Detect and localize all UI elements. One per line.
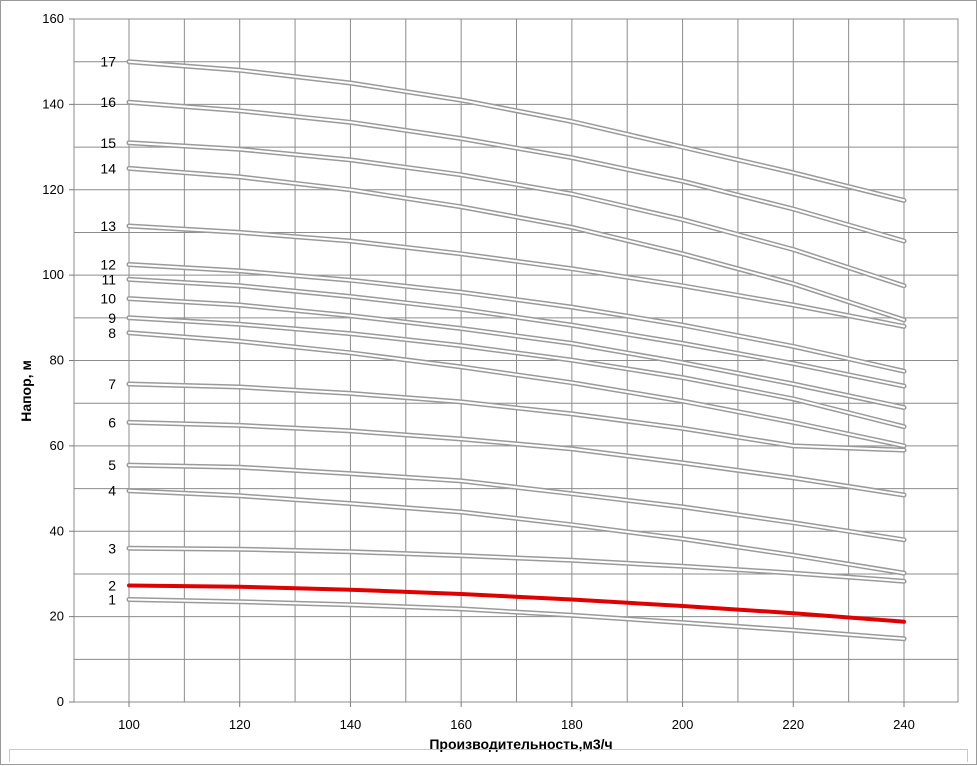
y-tick-label: 40 (50, 523, 64, 538)
series-label-15: 15 (100, 135, 116, 151)
series-line-inner-11 (128, 278, 905, 388)
y-tick-label: 60 (50, 438, 64, 453)
series-label-16: 16 (100, 94, 116, 110)
x-tick-label: 180 (561, 717, 583, 732)
y-tick-label: 80 (50, 353, 64, 368)
series-line-inner-3 (128, 547, 905, 583)
series-line-inner-8 (128, 331, 905, 447)
series-line-inner-4 (128, 489, 905, 575)
y-tick-label: 100 (42, 267, 64, 282)
x-tick-label: 220 (782, 717, 804, 732)
y-tick-label: 20 (50, 609, 64, 624)
series-line-inner-10 (128, 297, 905, 409)
series-label-8: 8 (108, 325, 116, 341)
y-tick-label: 160 (42, 11, 64, 26)
series-line-inner-6 (128, 421, 905, 496)
x-tick-label: 200 (672, 717, 694, 732)
y-tick-label: 140 (42, 96, 64, 111)
series-label-6: 6 (108, 414, 116, 430)
series-line-inner-1 (128, 598, 905, 640)
x-tick-label: 160 (450, 717, 472, 732)
series-label-9: 9 (108, 310, 116, 326)
series-label-12: 12 (100, 256, 116, 272)
x-axis-title: Производительность,м3/ч (429, 736, 612, 752)
series-line-inner-17 (128, 60, 905, 202)
series-label-2: 2 (108, 577, 116, 593)
x-tick-label: 140 (340, 717, 362, 732)
tick-labels: 0 20 40 60 80 100 120 140 160 100 120 140 160 180 200 2… (42, 11, 915, 732)
series-label-13: 13 (100, 218, 116, 234)
x-tick-label: 120 (229, 717, 251, 732)
series-label-14: 14 (100, 160, 116, 176)
series-line-inner-12 (128, 263, 905, 373)
y-tick-label: 0 (57, 694, 64, 709)
series-lines (126, 59, 907, 642)
series-line-inner-16 (128, 101, 905, 242)
series-line-inner-7 (128, 383, 905, 452)
y-axis-title: Напор, м (18, 360, 34, 422)
series-line-2 (127, 583, 906, 624)
series-label-17: 17 (100, 54, 116, 70)
x-tick-label: 240 (893, 717, 915, 732)
x-tick-label: 100 (118, 717, 140, 732)
series-line-inner-15 (128, 141, 905, 287)
y-tick-label: 120 (42, 182, 64, 197)
series-line-inner-5 (128, 464, 905, 541)
series-label-5: 5 (108, 457, 116, 473)
series-line-inner-14 (128, 167, 905, 321)
series-line-inner-13 (128, 225, 905, 328)
series-label-4: 4 (108, 483, 116, 499)
bottom-border-strip (9, 749, 968, 762)
series-label-10: 10 (100, 291, 116, 307)
series-label-1: 1 (108, 592, 116, 608)
series-label-11: 11 (101, 271, 116, 287)
series-line-inner-9 (128, 316, 905, 428)
series-label-7: 7 (108, 376, 116, 392)
series-label-3: 3 (108, 540, 116, 556)
